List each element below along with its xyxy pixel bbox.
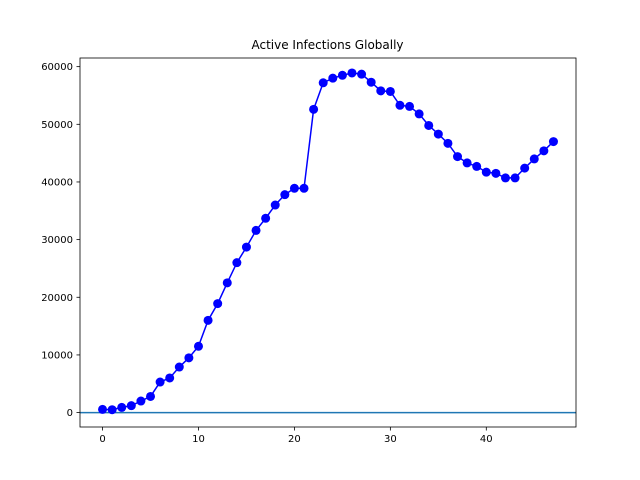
data-point	[318, 78, 328, 88]
x-tick-label: 10	[192, 434, 205, 445]
data-point	[500, 173, 510, 183]
y-tick-label: 30000	[41, 235, 73, 246]
data-point	[309, 104, 319, 114]
data-point	[270, 200, 280, 210]
x-tick-label: 40	[480, 434, 493, 445]
axes-frame	[79, 57, 577, 428]
data-point	[203, 315, 213, 325]
x-tick-label: 20	[288, 434, 301, 445]
data-point	[539, 146, 549, 156]
data-point	[251, 225, 261, 235]
series-line	[102, 72, 554, 411]
data-point	[462, 158, 472, 168]
data-point	[395, 100, 405, 110]
chart-title: Active Infections Globally	[251, 38, 403, 52]
data-point	[136, 396, 146, 406]
data-point	[510, 173, 520, 183]
data-point	[107, 405, 117, 415]
data-point	[213, 299, 223, 309]
data-point	[337, 70, 347, 80]
x-tick-label: 0	[99, 434, 105, 445]
data-point	[155, 377, 165, 387]
data-point	[289, 183, 299, 193]
data-point	[376, 86, 386, 96]
data-point	[126, 401, 136, 411]
data-point	[357, 69, 367, 79]
data-point	[529, 154, 539, 164]
data-point	[366, 77, 376, 87]
y-tick-label: 20000	[41, 293, 73, 304]
y-tick-label: 60000	[41, 62, 73, 73]
data-point	[443, 138, 453, 148]
data-point	[433, 129, 443, 139]
data-point	[328, 73, 338, 83]
y-tick-label: 0	[67, 408, 73, 419]
data-point	[117, 402, 127, 412]
data-point	[405, 101, 415, 111]
data-point	[261, 213, 271, 223]
data-point	[146, 391, 156, 401]
data-point	[299, 183, 309, 193]
data-point	[193, 341, 203, 351]
x-tick-label: 30	[384, 434, 397, 445]
y-tick-label: 40000	[41, 177, 73, 188]
y-tick-label: 50000	[41, 120, 73, 131]
data-point	[98, 404, 108, 414]
data-point	[347, 68, 357, 78]
data-point	[222, 278, 232, 288]
data-point	[232, 258, 242, 268]
data-point	[241, 242, 251, 252]
data-point	[184, 353, 194, 363]
data-point	[424, 120, 434, 130]
data-point	[174, 362, 184, 372]
data-point	[520, 163, 530, 173]
data-point	[165, 373, 175, 383]
data-point	[548, 137, 558, 147]
data-point	[280, 190, 290, 200]
data-point	[472, 161, 482, 171]
plot-area	[80, 68, 576, 415]
data-point	[453, 152, 463, 162]
data-point	[385, 86, 395, 96]
data-point	[414, 109, 424, 119]
y-tick-label: 10000	[41, 350, 73, 361]
data-point	[491, 168, 501, 178]
data-point	[481, 167, 491, 177]
